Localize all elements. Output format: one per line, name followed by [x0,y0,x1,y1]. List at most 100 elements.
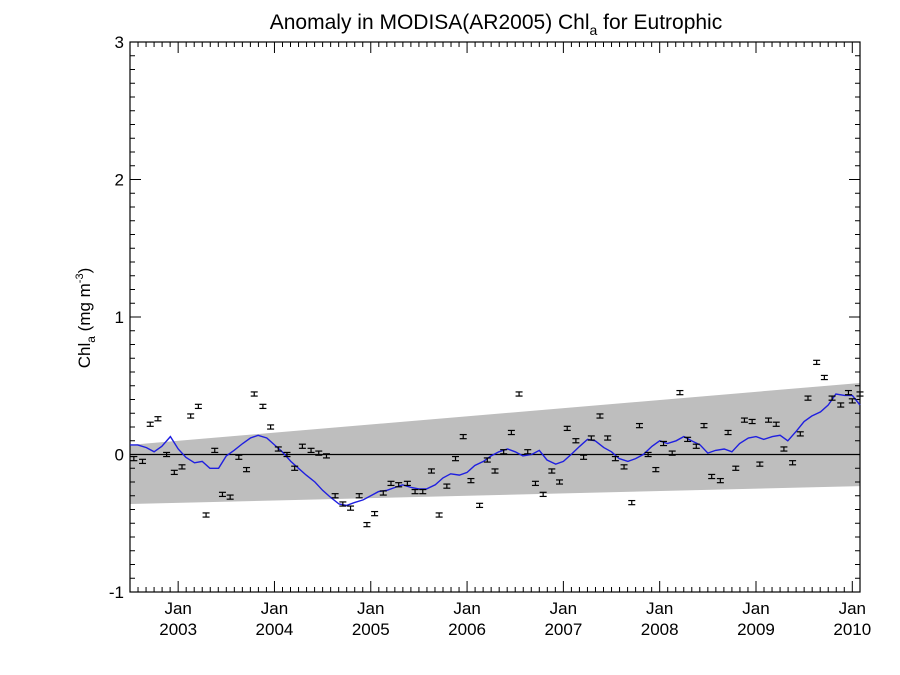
x-tick-label-year: 2003 [159,620,197,639]
data-point-errorbar [732,465,740,471]
confidence-band-layer [130,383,860,504]
data-point-errorbar [837,402,845,408]
data-point-errorbar [756,461,764,467]
y-axis-label-close: ) [75,268,94,274]
data-point-errorbar [635,422,643,429]
data-point-errorbar [315,450,323,456]
running-mean-layer [130,393,861,507]
x-tick-label-month: Jan [646,599,673,618]
data-point-errorbar [211,447,219,454]
data-point-errorbar [820,374,828,381]
y-axis-label-subscript: a [84,336,98,343]
data-point-errorbar [563,425,571,432]
data-point-errorbar [476,502,484,509]
data-point-errorbar [556,479,564,485]
data-point-errorbar [628,499,636,506]
data-point-errorbar [644,451,652,458]
data-point-errorbar [604,435,612,441]
chart-title: Anomaly in MODISA(AR2005) Chla for Eutro… [270,11,722,38]
y-tick-label: 3 [115,33,124,52]
y-tick-label: 2 [115,171,124,190]
data-point-errorbar [708,473,716,480]
data-point-errorbar [684,436,692,443]
data-point-errorbar [259,403,267,410]
data-point-errorbar [848,398,856,404]
data-point-errorbar [548,468,556,474]
data-point-errorbar [515,391,523,397]
data-point-errorbar [243,466,251,473]
data-point-errorbar [355,493,363,499]
data-point-errorbar [740,417,748,423]
y-axis-label-main: Chl [75,343,94,369]
data-point-errorbar [178,464,186,470]
data-point-errorbar [700,422,708,429]
data-point-errorbar [379,490,387,496]
data-point-errorbar [267,424,275,430]
x-tick-label-year: 2009 [737,620,775,639]
tick-label-layer: -1 0 1 2 3 Jan 2003 Jan 2004 Jan 2005 Jan 2006 Jan 200… [109,33,871,639]
data-point-errorbar [620,464,628,470]
data-point-errorbar [844,389,852,396]
data-point-errorbar [226,494,234,500]
data-point-errorbar [828,395,836,401]
data-point-errorbar [483,457,491,463]
axes-layer [129,41,861,593]
data-point-errorbar [139,458,147,465]
x-tick-label-year: 2007 [544,620,582,639]
data-point-errorbar [765,417,773,423]
y-tick-label: 0 [115,446,124,465]
x-tick-label-month: Jan [839,599,866,618]
data-point-errorbar [419,488,427,495]
data-point-errorbar [298,443,306,449]
data-point-errorbar [163,451,171,458]
data-point-errorbar [804,395,812,401]
y-tick-label: -1 [109,583,124,602]
x-tick-label-month: Jan [164,599,191,618]
confidence-band [130,383,860,504]
data-point-errorbar [587,435,595,441]
data-point-errorbar [283,451,291,458]
data-point-errorbar [652,466,660,473]
data-point-errorbar [507,429,515,436]
data-point-errorbar [572,438,580,444]
data-point-errorbar [813,359,821,366]
y-axis-label-superscript: -3 [74,273,86,283]
data-point-errorbar [467,477,475,484]
x-tick-label-year: 2008 [641,620,679,639]
chart-title-tail: for Eutrophic [597,11,722,34]
data-point-errorbar [611,455,619,462]
data-point-errorbar [307,447,315,454]
x-tick-label-month: Jan [357,599,384,618]
data-point-errorbar [170,469,178,476]
data-point-errorbar [250,391,258,397]
data-point-errorbar [459,433,467,440]
y-axis-label: Chla (mg m-3) [74,268,98,369]
data-point-errorbar [146,421,154,427]
data-point-errorbar [668,450,676,456]
data-point-errorbar [395,482,403,488]
data-point-errorbar [363,521,371,528]
data-point-errorbar [187,413,195,419]
data-point-errorbar [371,510,379,517]
data-point-errorbar [716,477,724,484]
data-point-errorbar [772,421,780,427]
data-point-errorbar [500,449,508,455]
plot-frame [129,41,861,593]
data-point-errorbar [443,483,451,489]
chart-title-subscript: a [590,22,598,38]
data-point-errorbar [531,480,539,487]
data-point-errorbar [322,453,330,459]
data-point-errorbar [780,446,788,452]
data-point-errorbar [274,446,282,452]
data-point-errorbar [724,429,732,436]
data-point-errorbar [403,480,411,487]
errorbar-layer [130,359,864,528]
data-point-errorbar [491,468,499,474]
data-point-errorbar [676,389,684,396]
data-point-errorbar [856,391,864,397]
data-point-errorbar [130,455,138,462]
x-tick-label-month: Jan [550,599,577,618]
data-point-errorbar [539,491,547,498]
chart-title-main: Anomaly in MODISA(AR2005) Chl [270,11,590,34]
data-point-errorbar [435,512,443,518]
